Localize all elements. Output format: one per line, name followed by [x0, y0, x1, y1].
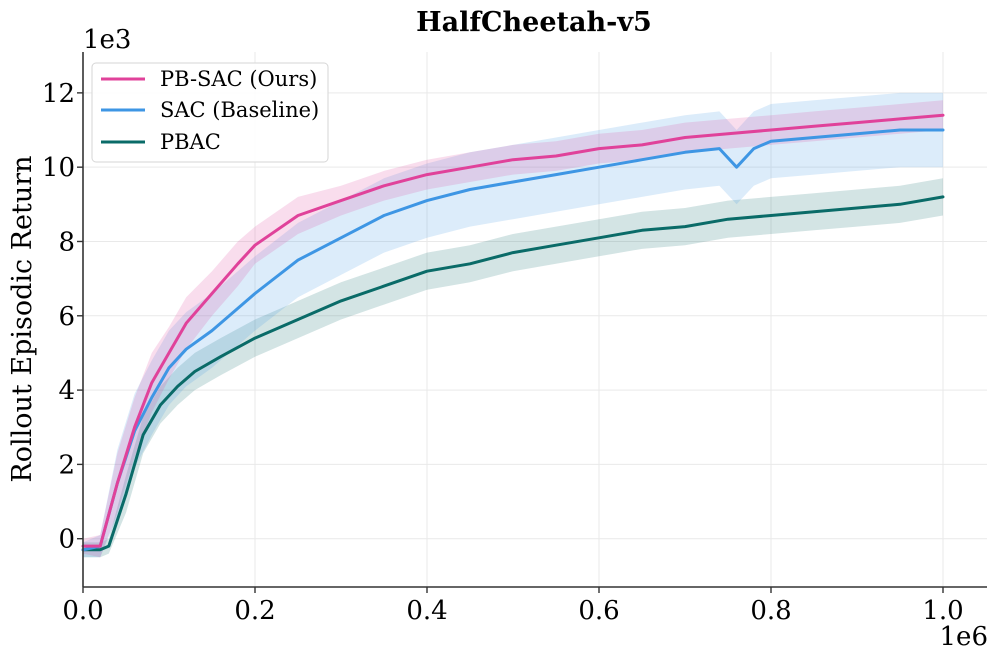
x-tick-label: 0.6	[578, 596, 619, 626]
series-lines	[81, 113, 945, 552]
legend-label-pb-sac: PB-SAC (Ours)	[160, 67, 317, 91]
legend-label-pbac: PBAC	[160, 130, 221, 154]
x-tick-label: 0.0	[62, 596, 103, 626]
y-axis-label: Rollout Episodic Return	[7, 155, 38, 482]
x-tick-label: 1.0	[922, 596, 963, 626]
y-tick-label: 8	[58, 227, 75, 257]
line-pbac	[81, 195, 945, 552]
line-sac-baseline	[81, 128, 945, 552]
legend: PB-SAC (Ours) SAC (Baseline) PBAC	[91, 62, 329, 163]
axis-ticks: 0 2 4 6 8 10 12 0.0 0.2 0.4 0.6 0.8 1.0	[42, 79, 964, 626]
y-tick-label: 4	[58, 376, 75, 406]
line-pb-sac-ours	[81, 113, 945, 548]
confidence-bands	[83, 92, 943, 558]
y-axis-multiplier: 1e3	[83, 25, 131, 55]
legend-label-sac: SAC (Baseline)	[160, 98, 319, 122]
x-tick-label: 0.2	[234, 596, 275, 626]
y-tick-label: 6	[58, 302, 75, 332]
chart-title: HalfCheetah-v5	[416, 7, 652, 38]
legend-box	[91, 62, 329, 163]
x-axis-multiplier: 1e6	[940, 622, 988, 652]
y-tick-label: 10	[42, 153, 75, 183]
x-tick-label: 0.8	[750, 596, 791, 626]
y-tick-label: 12	[42, 79, 75, 109]
band-sac-baseline	[83, 92, 943, 558]
y-tick-label: 0	[58, 525, 75, 555]
y-tick-label: 2	[58, 450, 75, 480]
x-tick-label: 0.4	[406, 596, 447, 626]
